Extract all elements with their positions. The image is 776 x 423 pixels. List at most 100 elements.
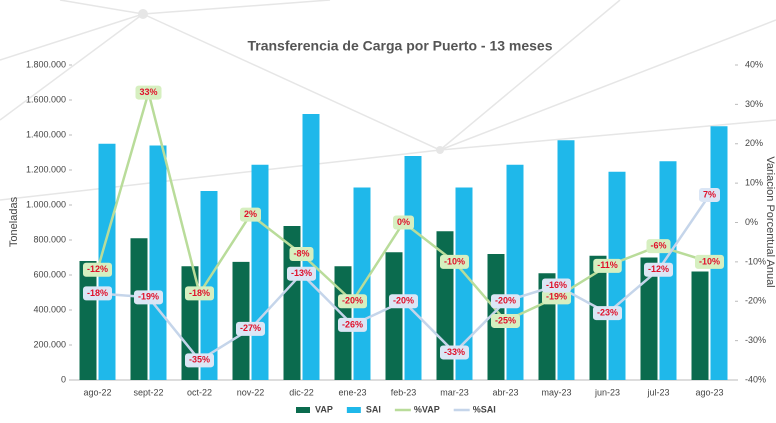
- y-tick-label: 400.000: [33, 304, 66, 314]
- y2-tick-label: -20%: [745, 296, 766, 306]
- value-label-text: -20%: [495, 296, 516, 306]
- value-label: -10%: [440, 255, 469, 269]
- value-label-text: 2%: [244, 209, 257, 219]
- y2-tick-label: -40%: [745, 374, 766, 384]
- value-label: -33%: [440, 345, 469, 359]
- value-label: -25%: [491, 314, 520, 328]
- x-tick-label: jul-23: [646, 387, 669, 397]
- y2-tick-label: -30%: [745, 335, 766, 345]
- chart: Transferencia de Carga por Puerto - 13 m…: [0, 0, 776, 418]
- x-tick-label: sept-22: [133, 387, 163, 397]
- x-tick-label: ago-23: [695, 387, 723, 397]
- value-label: 0%: [393, 216, 414, 230]
- x-tick-label: feb-23: [391, 387, 417, 397]
- value-label-text: -27%: [240, 323, 261, 333]
- value-label-text: -25%: [495, 315, 516, 325]
- value-label: -26%: [338, 318, 367, 332]
- legend-label: VAP: [315, 404, 333, 414]
- y-tick-label: 1.200.000: [26, 164, 66, 174]
- x-tick-label: oct-22: [187, 387, 212, 397]
- value-label-text: -35%: [189, 355, 210, 365]
- value-label: -12%: [83, 263, 112, 277]
- bar: [252, 165, 269, 380]
- value-label: -20%: [338, 294, 367, 308]
- value-label: 7%: [699, 188, 720, 202]
- x-tick-label: ene-23: [338, 387, 366, 397]
- bar: [609, 172, 626, 380]
- value-label-text: -20%: [393, 296, 414, 306]
- value-label: -35%: [185, 353, 214, 367]
- bar: [558, 140, 575, 380]
- y2-tick-label: 40%: [745, 59, 763, 69]
- y-tick-label: 200.000: [33, 339, 66, 349]
- y-tick-label: 800.000: [33, 234, 66, 244]
- y2-tick-label: 20%: [745, 138, 763, 148]
- bar: [150, 146, 167, 381]
- value-label-text: -26%: [342, 319, 363, 329]
- y2-tick-label: -10%: [745, 256, 766, 266]
- bar: [692, 272, 709, 381]
- value-label: -18%: [83, 286, 112, 300]
- value-label-text: -23%: [597, 307, 618, 317]
- legend-label: %SAI: [473, 404, 496, 414]
- value-label: -20%: [389, 294, 418, 308]
- value-label-text: 0%: [397, 217, 410, 227]
- value-label-text: 33%: [139, 87, 157, 97]
- value-label: -27%: [236, 322, 265, 336]
- value-label-text: -12%: [87, 264, 108, 274]
- bar: [405, 156, 422, 380]
- value-label: -10%: [695, 255, 724, 269]
- value-label-text: -20%: [342, 296, 363, 306]
- y-tick-label: 0: [61, 374, 66, 384]
- value-label-text: -13%: [291, 268, 312, 278]
- bar: [507, 165, 524, 380]
- bar: [80, 261, 97, 380]
- x-tick-label: abr-23: [492, 387, 518, 397]
- bar: [386, 252, 403, 380]
- value-label: -13%: [287, 267, 316, 281]
- bar: [233, 262, 250, 380]
- bar: [354, 188, 371, 381]
- value-label: -20%: [491, 294, 520, 308]
- value-label: -6%: [646, 239, 670, 253]
- value-label: -19%: [134, 290, 163, 304]
- legend-swatch: [347, 407, 361, 413]
- x-tick-label: mar-23: [440, 387, 469, 397]
- y-tick-label: 600.000: [33, 269, 66, 279]
- bar: [131, 238, 148, 380]
- value-label: -23%: [593, 306, 622, 320]
- x-tick-label: nov-22: [237, 387, 265, 397]
- y2-tick-label: 0%: [745, 217, 758, 227]
- value-label: 2%: [240, 208, 261, 222]
- y-tick-label: 1.400.000: [26, 129, 66, 139]
- value-label: -16%: [542, 279, 571, 293]
- value-label-text: -19%: [546, 292, 567, 302]
- legend-swatch: [296, 407, 310, 413]
- y-tick-label: 1.600.000: [26, 94, 66, 104]
- value-label-text: -18%: [87, 288, 108, 298]
- value-label-text: -33%: [444, 347, 465, 357]
- value-label: -12%: [644, 263, 673, 277]
- y-tick-label: 1.800.000: [26, 59, 66, 69]
- x-tick-label: ago-22: [83, 387, 111, 397]
- value-label-text: -10%: [699, 256, 720, 266]
- bar: [711, 126, 728, 380]
- value-label-text: -18%: [189, 288, 210, 298]
- value-label-text: -8%: [293, 248, 309, 258]
- y-tick-label: 1.000.000: [26, 199, 66, 209]
- value-label: -11%: [593, 259, 622, 273]
- chart-title: Transferencia de Carga por Puerto - 13 m…: [247, 38, 552, 54]
- y2-tick-label: 30%: [745, 99, 763, 109]
- value-label-text: -16%: [546, 280, 567, 290]
- y-axis-label: Toneladas: [8, 196, 20, 247]
- value-label-text: 7%: [703, 189, 716, 199]
- value-label-text: -11%: [597, 260, 618, 270]
- legend-label: %VAP: [414, 404, 440, 414]
- value-label-text: -6%: [650, 241, 666, 251]
- x-tick-label: dic-22: [289, 387, 314, 397]
- value-label: -8%: [289, 247, 313, 261]
- value-label-text: -19%: [138, 292, 159, 302]
- y2-tick-label: 10%: [745, 178, 763, 188]
- value-label-text: -12%: [648, 264, 669, 274]
- x-tick-label: may-23: [541, 387, 571, 397]
